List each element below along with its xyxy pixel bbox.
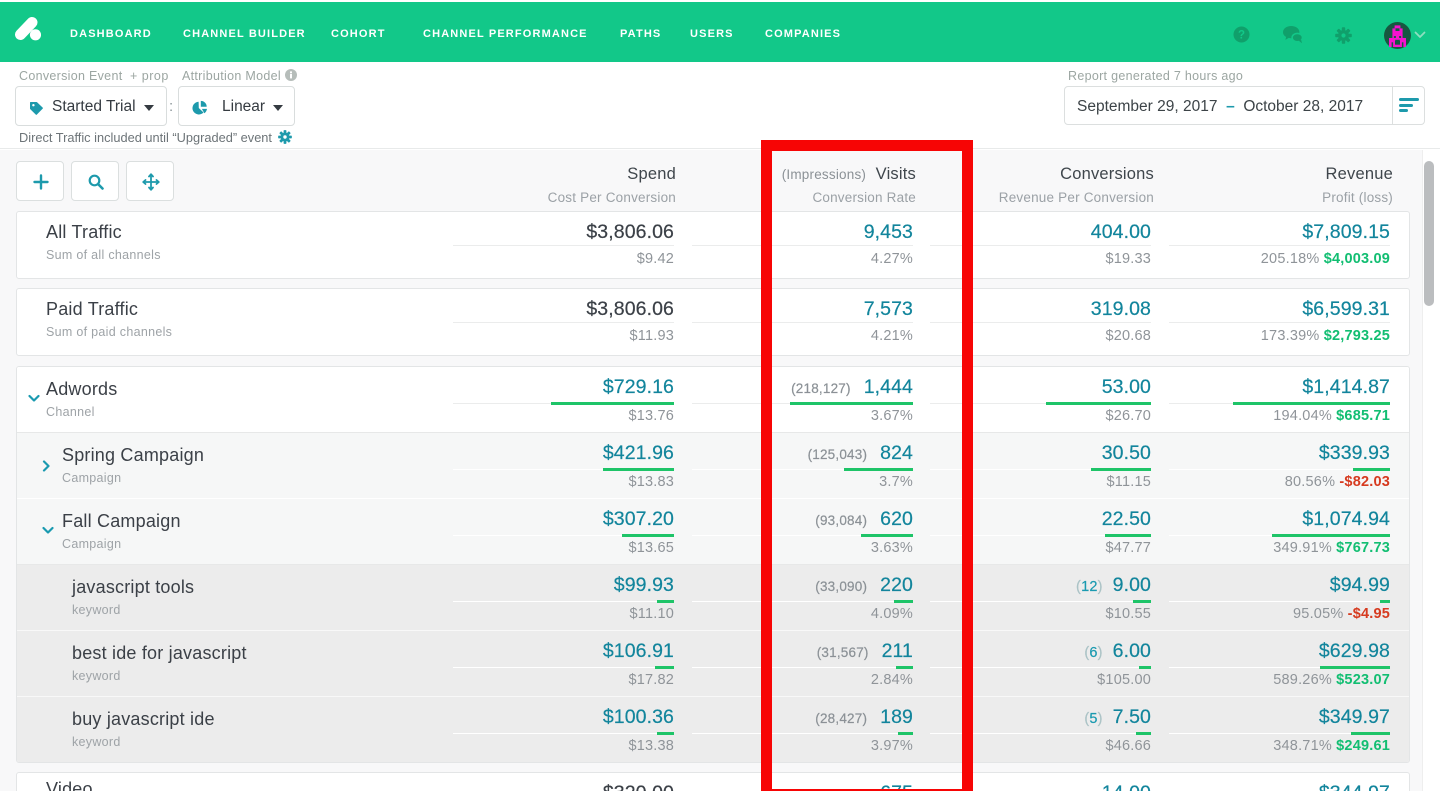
svg-text:?: ?: [1238, 30, 1245, 42]
